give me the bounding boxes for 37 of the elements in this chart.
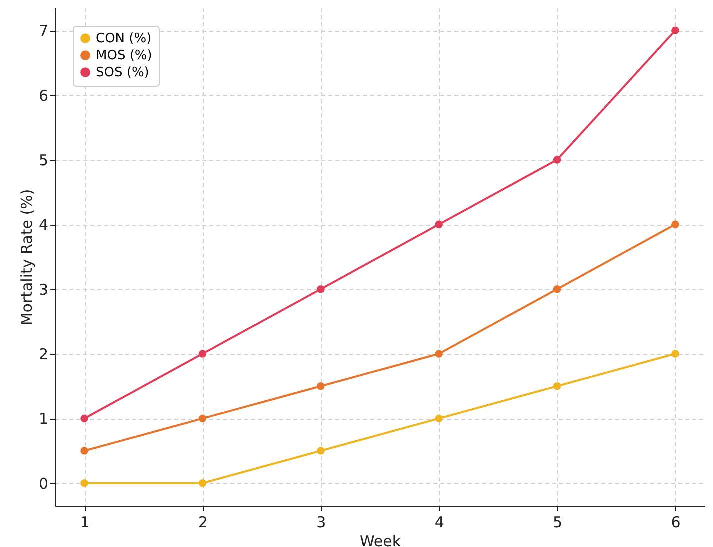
point	[553, 285, 562, 294]
point	[198, 414, 207, 423]
y-axis-title: Mortality Rate (%)	[18, 189, 36, 326]
x-tick-label: 4	[434, 514, 444, 532]
legend-label: CON (%)	[96, 32, 152, 46]
legend-label: SOS (%)	[96, 66, 150, 80]
point	[435, 220, 443, 229]
y-tick-label: 2	[38, 346, 48, 364]
point	[672, 26, 680, 34]
x-tick-label: 1	[80, 514, 90, 532]
point	[198, 480, 207, 488]
legend-label: MOS (%)	[96, 48, 152, 64]
y-tick-label: 5	[38, 151, 48, 170]
point	[317, 382, 325, 390]
point	[672, 220, 680, 229]
point	[553, 156, 562, 164]
point	[198, 350, 207, 358]
point	[435, 414, 443, 423]
point	[80, 447, 88, 455]
x-tick-label: 5	[553, 514, 563, 532]
y-tick-label: 6	[38, 86, 48, 105]
y-tick-label: 7	[38, 22, 48, 40]
y-tick-label: 1	[38, 410, 48, 428]
point	[317, 447, 325, 455]
point	[80, 480, 88, 488]
point	[553, 382, 562, 390]
x-axis-title: Week	[360, 532, 402, 547]
x-tick-label: 6	[671, 514, 681, 532]
point	[317, 285, 325, 294]
y-tick-label: 0	[38, 474, 48, 493]
y-tick-label: 3	[38, 280, 48, 299]
point	[80, 414, 88, 423]
x-tick-label: 3	[316, 514, 326, 532]
x-tick-label: 2	[198, 514, 208, 532]
y-tick-label: 4	[38, 216, 48, 234]
point	[672, 350, 680, 358]
point	[435, 350, 443, 358]
